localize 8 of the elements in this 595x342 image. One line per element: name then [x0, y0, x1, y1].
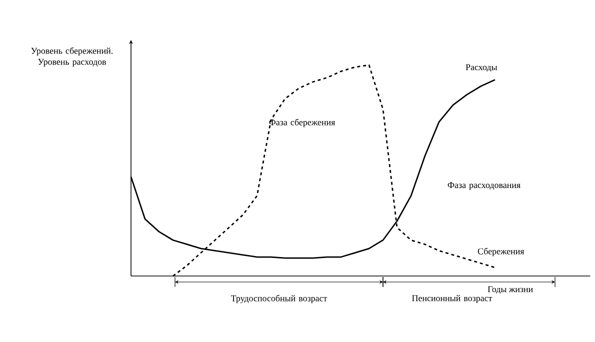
text: Пенсионный возраст: [412, 294, 492, 304]
x-axis-title: Годы жизни: [488, 286, 533, 294]
y-axis-title: Уровень сбережений. Уровень расходов: [31, 47, 113, 67]
text: Трудоспособный возраст: [230, 294, 328, 304]
series-label: Сбережения: [478, 248, 524, 256]
annotation: Фаза сбережения: [269, 118, 336, 128]
series-label: Расходы: [466, 64, 498, 72]
annotation: Фаза расходования: [448, 182, 520, 190]
